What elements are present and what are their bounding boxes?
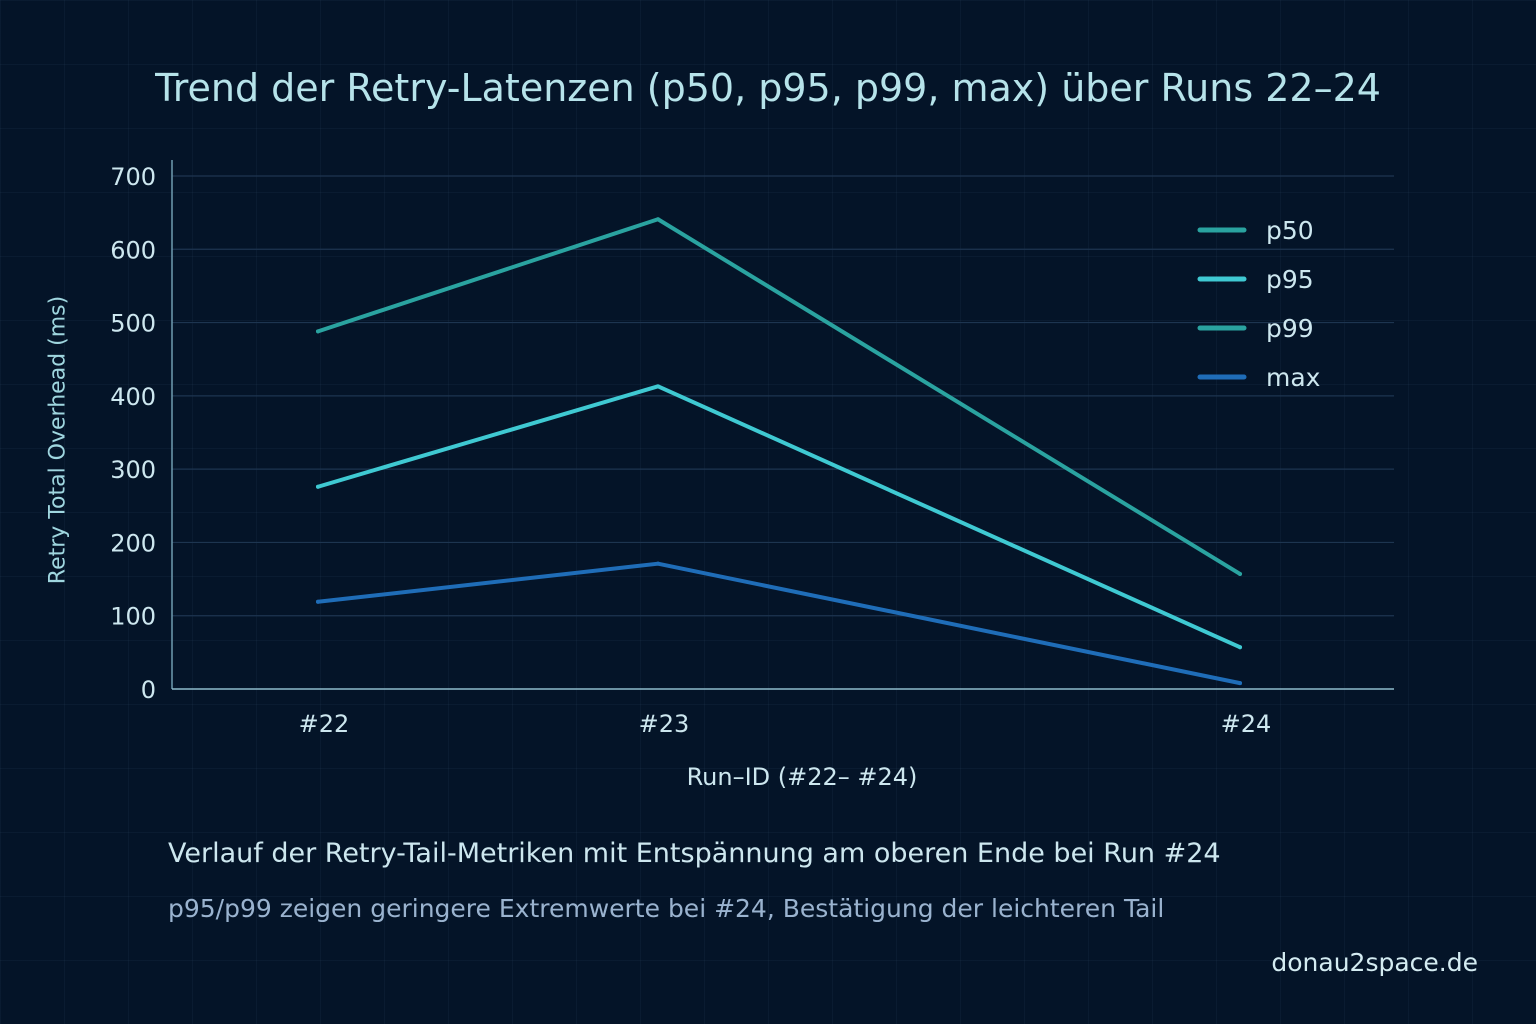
y-tick-label: 500 <box>110 310 156 338</box>
data-point-max <box>1238 681 1242 686</box>
y-tick-label: 100 <box>110 603 156 631</box>
data-point-p99 <box>656 217 660 222</box>
data-point-p99 <box>1238 571 1242 576</box>
x-axis-label: Run–ID (#22– #24) <box>686 763 918 791</box>
y-tick-label: 0 <box>141 676 156 704</box>
x-tick-label: #23 <box>639 710 690 738</box>
data-point-p99 <box>316 329 320 334</box>
data-point-p95 <box>656 384 660 389</box>
y-tick-label: 600 <box>110 236 156 264</box>
series-line-max <box>316 561 1242 686</box>
y-tick-label: 300 <box>110 456 156 484</box>
x-tick-label: #24 <box>1221 710 1272 738</box>
legend-label-max: max <box>1266 363 1320 392</box>
caption-line-1: Verlauf der Retry-Tail-Metriken mit Ents… <box>168 838 1221 869</box>
series-line-p99 <box>316 217 1242 576</box>
legend-label-p99: p99 <box>1266 314 1314 343</box>
y-tick-label: 400 <box>110 383 156 411</box>
data-point-p95 <box>1238 645 1242 650</box>
chart-title: Trend der Retry-Latenzen (p50, p95, p99,… <box>155 66 1381 110</box>
legend-label-p50: p50 <box>1266 216 1314 245</box>
data-point-p95 <box>316 484 320 489</box>
x-tick-label: #22 <box>299 710 350 738</box>
brand-watermark: donau2space.de <box>1271 948 1478 977</box>
legend-label-p95: p95 <box>1266 265 1314 294</box>
y-tick-label: 700 <box>110 163 156 191</box>
data-point-max <box>316 599 320 604</box>
y-tick-label: 200 <box>110 529 156 557</box>
data-point-max <box>656 561 660 566</box>
series-line-p95 <box>316 384 1242 650</box>
caption-line-2: p95/p99 zeigen geringere Extremwerte bei… <box>168 894 1165 923</box>
